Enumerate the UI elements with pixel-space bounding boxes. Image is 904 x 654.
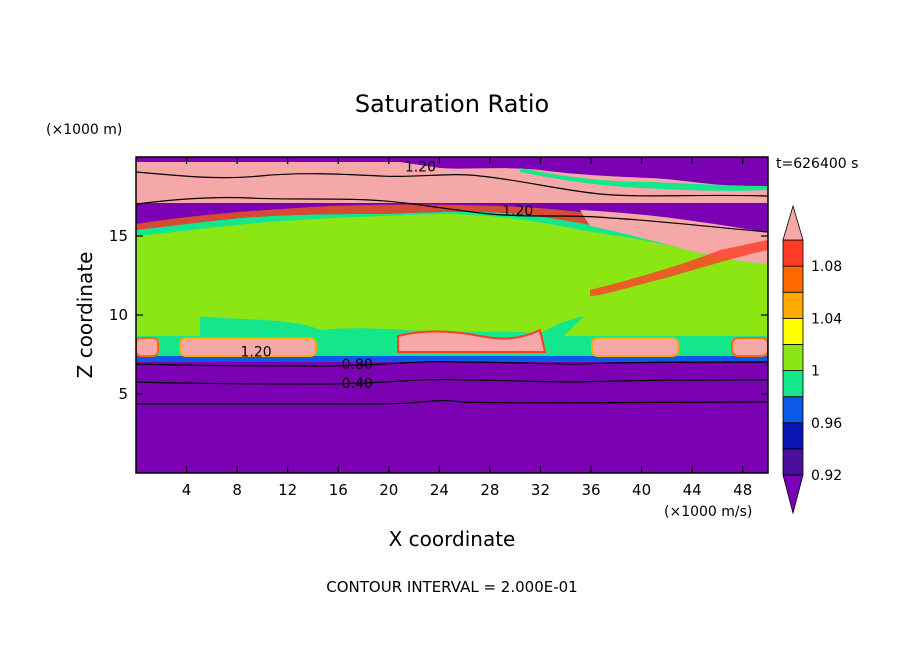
x-tick-label: 12 <box>278 481 297 499</box>
x-tick-label: 4 <box>182 481 192 499</box>
x-axis-label: X coordinate <box>389 527 516 551</box>
contour-label: 0.40 <box>342 376 373 392</box>
field-green-left-lobe <box>136 290 200 340</box>
x-tick-label: 28 <box>480 481 499 499</box>
x-axis: 4 8 12 16 20 24 28 32 36 40 44 48 <box>182 157 752 499</box>
y-axis: 5 10 15 <box>109 227 768 403</box>
colorbar-label: 1.08 <box>811 259 842 275</box>
low-pink-cell-1 <box>179 337 317 357</box>
colorbar-band <box>782 265 804 293</box>
y-tick-label: 15 <box>109 227 128 245</box>
contour-upper <box>136 196 768 233</box>
x-tick-label: 48 <box>733 481 752 499</box>
low-pink-cell-4 <box>731 337 768 357</box>
contour-low-0.40 <box>136 379 768 385</box>
field-below-cloud <box>136 362 768 473</box>
low-pink-cell-5 <box>397 328 547 353</box>
field-low-blue-edge <box>136 356 768 362</box>
colorbar-band <box>782 344 804 371</box>
colorbar-label: 0.96 <box>811 416 842 432</box>
low-pink-cell-3 <box>591 337 679 357</box>
contour-top <box>136 171 768 197</box>
colorbar-band <box>782 370 804 398</box>
contour-label-layer: 1.20 1.20 1.20 0.80 0.40 <box>240 159 533 392</box>
contour-label: 0.80 <box>342 357 373 373</box>
contour-interval-note: CONTOUR INTERVAL = 2.000E-01 <box>326 578 577 596</box>
x-tick-label: 44 <box>683 481 702 499</box>
y-tick-label: 10 <box>109 306 128 324</box>
colorbar-label: 1.04 <box>811 311 842 327</box>
contour-label: 1.20 <box>405 159 436 175</box>
x-tick-label: 20 <box>379 481 398 499</box>
plot-area <box>136 157 768 473</box>
colorbar-band <box>782 291 804 319</box>
colorbar-band <box>782 396 804 424</box>
y-unit-label: (×1000 m) <box>46 122 122 138</box>
x-tick-label: 36 <box>581 481 600 499</box>
field-top-dry-band <box>136 157 768 187</box>
contour-low-0.20 <box>136 400 768 405</box>
contour-label: 1.20 <box>240 344 271 360</box>
contour-low-0.80 <box>136 361 768 367</box>
colorbar-band <box>782 422 804 450</box>
field-diagonal-band <box>590 240 768 296</box>
x-tick-label: 16 <box>329 481 348 499</box>
field-high-layer-band <box>136 204 768 240</box>
colorbar-label: 0.92 <box>811 468 842 484</box>
time-label: t=626400 s <box>776 156 858 172</box>
colorbar-bottom-arrow <box>782 474 804 515</box>
colorbar-band <box>782 239 804 267</box>
x-tick-label: 24 <box>430 481 449 499</box>
x-tick-label: 8 <box>232 481 242 499</box>
x-tick-label: 32 <box>531 481 550 499</box>
colorbar-label: 1 <box>811 364 820 380</box>
x-tick-label: 40 <box>632 481 651 499</box>
x-unit-label: (×1000 m/s) <box>664 504 752 520</box>
colorbar: 0.92 0.96 1 1.04 1.08 <box>782 204 842 515</box>
chart-title: Saturation Ratio <box>355 90 549 118</box>
y-axis-label: Z coordinate <box>73 252 97 379</box>
field-green-right-lobe <box>560 297 768 344</box>
low-pink-cell-2 <box>136 337 159 357</box>
colorbar-band <box>782 317 804 345</box>
y-tick-label: 5 <box>118 385 128 403</box>
field-top-cyan-band <box>520 168 768 191</box>
colorbar-top-arrow <box>782 204 804 241</box>
colorbar-band <box>782 448 804 476</box>
contour-label: 1.20 <box>502 204 533 220</box>
